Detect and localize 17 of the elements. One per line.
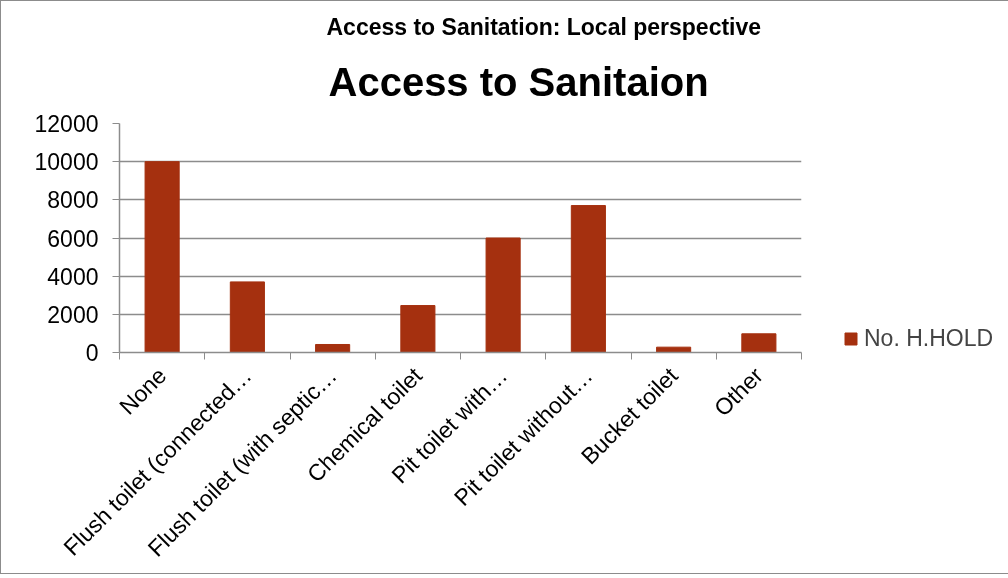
chart-title: Access to Sanitaion [328,59,709,104]
bar [400,305,436,353]
y-tick-label: 2000 [47,301,99,328]
bar [741,333,777,353]
bar [229,281,265,353]
y-tick-label: 4000 [47,263,99,290]
y-tick-label: 8000 [47,187,99,214]
bar [144,161,180,353]
bar [570,205,606,353]
legend-label: No. H.HOLD [864,325,994,352]
y-tick-label: 6000 [47,225,99,252]
y-tick-label: 12000 [34,111,99,137]
text: Access to Sanitation: Local perspective [326,13,762,40]
y-tick-label: 10000 [34,149,99,176]
bar [315,343,351,353]
bar [485,237,521,353]
y-tick-label: 0 [85,340,99,366]
